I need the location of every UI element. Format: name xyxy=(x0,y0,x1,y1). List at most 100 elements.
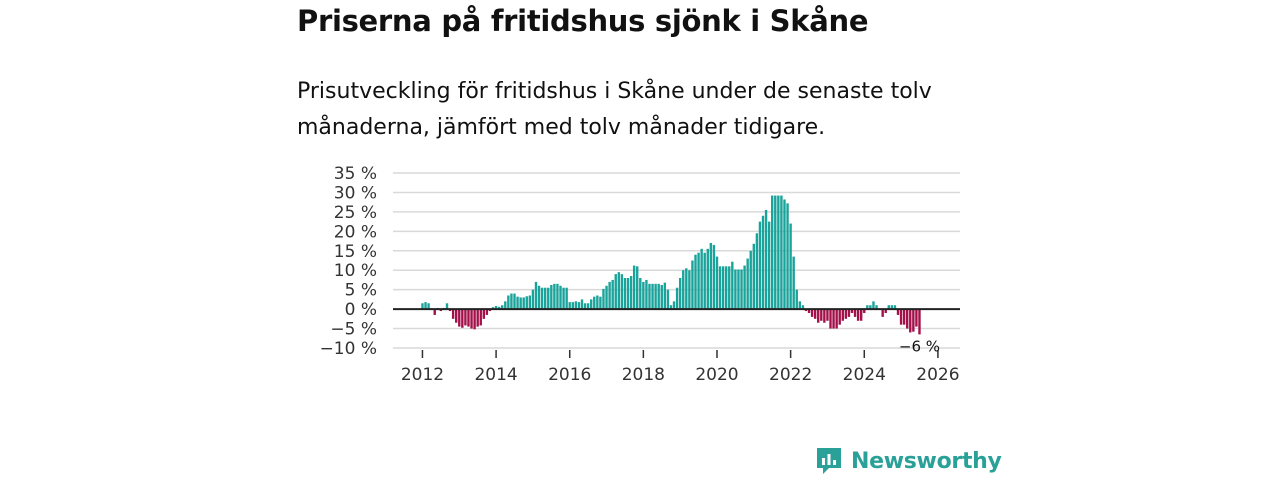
bar xyxy=(691,260,694,310)
bar xyxy=(608,281,611,310)
bar xyxy=(519,297,522,310)
bar xyxy=(902,309,906,325)
bar xyxy=(896,309,900,315)
brand-name: Newsworthy xyxy=(851,448,1002,474)
newsworthy-logo-icon xyxy=(817,448,841,474)
x-tick-label: 2012 xyxy=(401,365,444,385)
y-tick-label: 35 % xyxy=(334,164,377,184)
newsworthy-logo: Newsworthy xyxy=(815,446,1002,476)
bar xyxy=(721,266,725,310)
bar xyxy=(792,256,795,310)
bars xyxy=(421,195,921,335)
bar xyxy=(859,309,863,321)
bar xyxy=(611,279,614,310)
bar xyxy=(550,285,553,310)
bar xyxy=(872,301,875,310)
x-tick-label: 2024 xyxy=(843,365,886,385)
bar xyxy=(678,278,682,310)
bar xyxy=(642,281,645,310)
bar xyxy=(510,293,513,310)
bar xyxy=(672,301,676,310)
bar xyxy=(789,223,792,310)
bar xyxy=(675,287,679,310)
bar xyxy=(844,309,848,319)
bar xyxy=(458,309,461,327)
bar xyxy=(832,309,835,329)
bar xyxy=(556,283,559,310)
bar xyxy=(562,287,565,310)
bar xyxy=(786,203,789,310)
chart-subtitle: Prisutveckling för fritidshus i Skåne un… xyxy=(297,79,932,140)
x-tick-label: 2016 xyxy=(548,365,591,385)
x-tick-label: 2022 xyxy=(769,365,812,385)
bar xyxy=(455,309,458,323)
bar xyxy=(906,309,909,329)
bar xyxy=(663,282,667,310)
bar xyxy=(568,302,571,310)
y-tick-label: 10 % xyxy=(334,261,377,281)
bar xyxy=(433,309,436,315)
bar xyxy=(725,266,728,310)
y-tick-label: −10 % xyxy=(320,339,377,359)
bar xyxy=(583,303,587,310)
bar xyxy=(580,299,584,310)
bar xyxy=(648,283,651,310)
y-axis-ticks: −10 %−5 %0 %5 %10 %15 %20 %25 %30 %35 % xyxy=(320,164,377,359)
bar xyxy=(899,309,903,325)
bar xyxy=(522,297,525,310)
bar xyxy=(767,221,771,310)
bar xyxy=(559,285,562,310)
bar xyxy=(915,309,918,327)
bar xyxy=(620,274,624,310)
bar xyxy=(504,301,507,310)
bar xyxy=(602,288,605,310)
bar xyxy=(875,305,878,310)
bar xyxy=(632,265,636,310)
bar xyxy=(531,289,535,310)
bar xyxy=(424,302,427,310)
bar xyxy=(712,244,716,310)
bar xyxy=(482,309,486,319)
x-tick-label: 2026 xyxy=(916,365,959,385)
bar xyxy=(617,272,620,310)
bar xyxy=(752,243,755,310)
bar xyxy=(826,309,829,321)
bar xyxy=(890,305,894,310)
bar xyxy=(427,303,430,310)
y-tick-label: 0 % xyxy=(345,300,377,320)
bar xyxy=(841,309,844,321)
bar xyxy=(534,281,538,310)
bar xyxy=(614,274,617,310)
bar xyxy=(553,283,556,310)
bar xyxy=(706,248,709,310)
bar xyxy=(590,299,593,310)
bar xyxy=(764,209,768,310)
bar xyxy=(507,295,510,310)
bar xyxy=(528,295,532,310)
bar xyxy=(912,309,915,332)
x-tick-label: 2014 xyxy=(474,365,517,385)
bar xyxy=(540,287,544,310)
bar xyxy=(501,305,504,310)
bar xyxy=(669,305,673,310)
y-tick-label: 25 % xyxy=(334,203,377,223)
bar xyxy=(537,285,541,310)
bar xyxy=(703,252,706,310)
bar xyxy=(476,309,479,327)
bar xyxy=(682,270,685,310)
bar xyxy=(516,296,519,310)
bar xyxy=(761,215,765,310)
bar xyxy=(869,305,872,310)
bar xyxy=(829,309,832,329)
bar xyxy=(451,309,455,319)
bar xyxy=(838,309,841,325)
bar xyxy=(817,309,820,323)
last-value-label: −6 % xyxy=(899,337,940,355)
bar xyxy=(666,289,670,310)
bar xyxy=(774,195,777,310)
y-tick-label: 20 % xyxy=(334,222,377,242)
bar xyxy=(586,303,590,310)
bar xyxy=(795,289,798,310)
bar xyxy=(571,302,574,310)
bar xyxy=(709,243,713,310)
